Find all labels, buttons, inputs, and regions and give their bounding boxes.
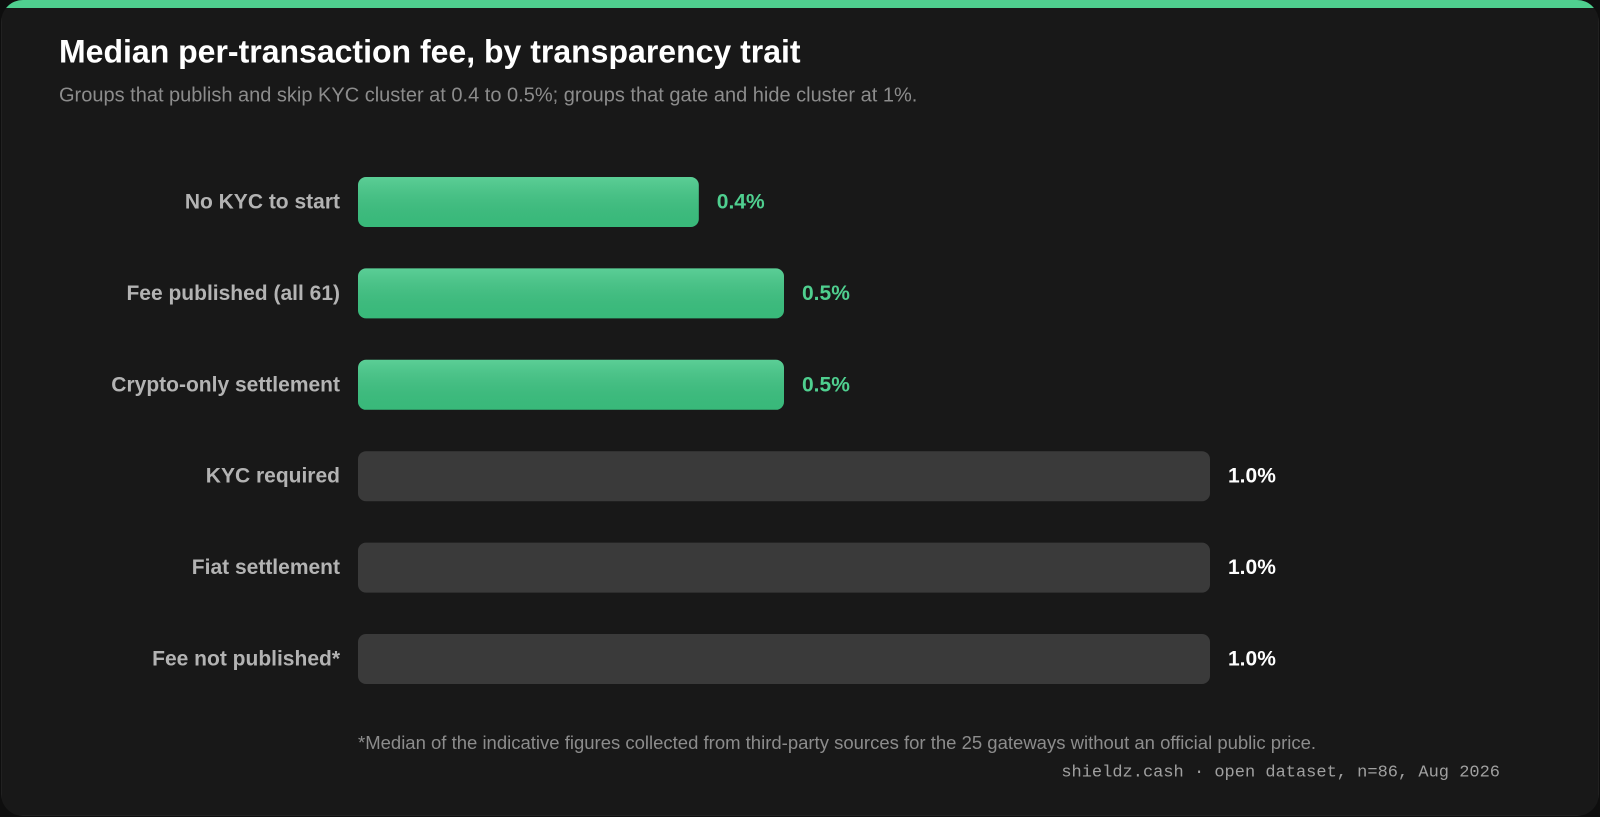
accent-strip <box>1 0 1599 8</box>
value-label: 1.0% <box>1228 648 1276 671</box>
category-label: Crypto-only settlement <box>111 373 340 396</box>
category-label: Fee not published* <box>152 648 341 671</box>
bar <box>358 451 1210 502</box>
bar-sheen <box>358 177 699 227</box>
chart-subtitle: Groups that publish and skip KYC cluster… <box>59 84 917 106</box>
value-label: 0.5% <box>802 373 850 396</box>
bar-sheen <box>358 268 784 319</box>
value-label: 1.0% <box>1228 556 1276 579</box>
footnote: *Median of the indicative figures collec… <box>358 732 1316 753</box>
value-label: 0.5% <box>802 282 850 305</box>
value-label: 1.0% <box>1228 465 1276 488</box>
chart-title: Median per-transaction fee, by transpare… <box>59 33 801 69</box>
bar-sheen <box>358 359 784 410</box>
category-label: Fiat settlement <box>192 556 340 579</box>
value-label: 0.4% <box>717 191 765 214</box>
category-label: No KYC to start <box>185 191 340 214</box>
bar <box>358 634 1210 684</box>
source: shieldz.cash · open dataset, n=86, Aug 2… <box>1061 763 1500 782</box>
bar <box>358 542 1210 593</box>
category-label: KYC required <box>206 465 340 488</box>
category-label: Fee published (all 61) <box>126 282 340 305</box>
